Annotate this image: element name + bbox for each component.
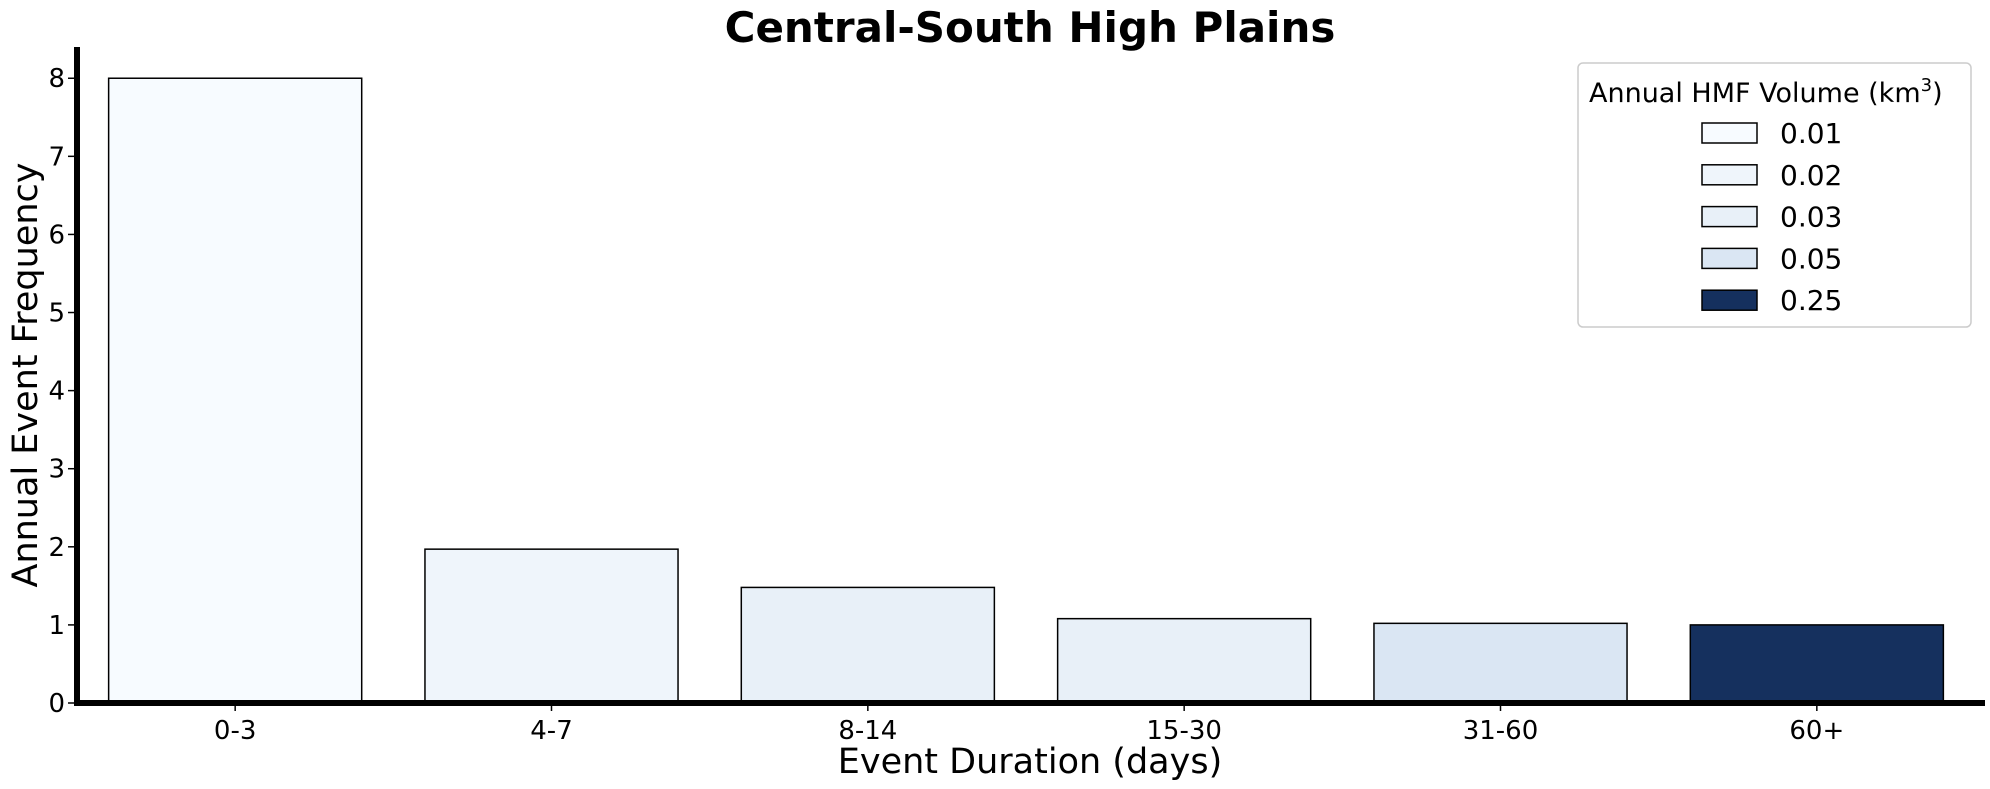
bar-4-7	[424, 548, 679, 704]
y-tick-label: 7	[48, 142, 65, 172]
y-tick-label: 0	[48, 689, 65, 719]
x-tick-label: 0-3	[214, 716, 256, 746]
legend-label: 0.03	[1780, 201, 1842, 234]
legend-swatch	[1701, 164, 1758, 186]
x-tick-label: 4-7	[530, 716, 572, 746]
y-tick-label: 4	[48, 377, 65, 407]
bar-8-14	[740, 586, 996, 704]
legend-frame	[1577, 62, 1972, 328]
legend-label: 0.05	[1780, 242, 1842, 275]
legend-label: 0.25	[1780, 284, 1842, 317]
bar-15-30	[1056, 617, 1312, 704]
legend-title: Annual HMF Volume (km3)	[1589, 75, 1943, 109]
x-tick-label: 31-60	[1463, 716, 1539, 746]
bar-31-60	[1373, 622, 1628, 704]
x-axis-label: Event Duration (days)	[838, 742, 1222, 782]
x-tick-label: 60+	[1789, 716, 1844, 746]
y-tick-label: 2	[48, 533, 65, 563]
legend-title-text: Annual HMF Volume (km	[1589, 78, 1921, 109]
y-tick-label: 1	[48, 611, 65, 641]
chart-title: Central-South High Plains	[725, 3, 1336, 52]
x-tick-label: 15-30	[1146, 716, 1222, 746]
bars-group	[107, 77, 1945, 704]
x-tick-label: 8-14	[838, 716, 897, 746]
y-ticks-group: 0 1 2 3 4 5 6 7 8	[48, 64, 77, 719]
y-tick-label: 6	[48, 220, 65, 250]
legend-swatch	[1701, 122, 1758, 144]
legend-entries: 0.01 0.02 0.03 0.05 0.25	[1701, 117, 1842, 317]
legend-swatch	[1701, 205, 1758, 228]
x-ticks-group: 0-3 4-7 8-14 15-30 31-60 60+	[214, 703, 1844, 746]
y-axis-label: Annual Event Frequency	[6, 163, 46, 588]
bar-60+	[1689, 624, 1945, 704]
legend-label: 0.02	[1780, 159, 1842, 192]
y-tick-label: 8	[48, 64, 65, 94]
bar-0-3	[107, 77, 363, 704]
y-tick-label: 5	[48, 299, 65, 329]
legend-title-suffix: )	[1932, 78, 1943, 109]
legend-title-superscript: 3	[1921, 75, 1932, 96]
legend-label: 0.01	[1780, 117, 1842, 150]
legend-swatch	[1701, 289, 1758, 311]
legend: Annual HMF Volume (km3) 0.01 0.02 0.03 0.05…	[1577, 62, 1972, 328]
legend-swatch	[1701, 247, 1758, 270]
y-tick-label: 3	[48, 455, 65, 485]
